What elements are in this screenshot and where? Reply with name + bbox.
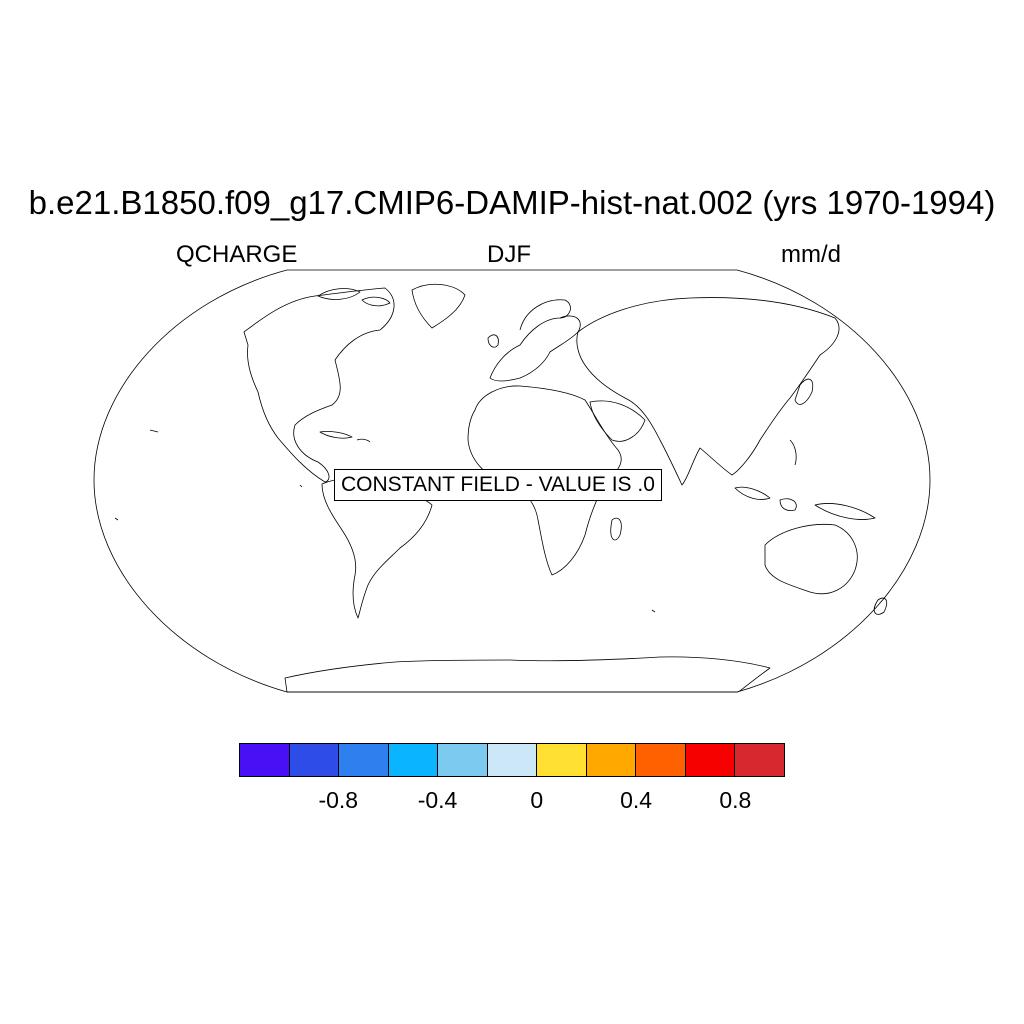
units-label: mm/d [781, 241, 841, 268]
colorbar-swatch [437, 743, 488, 777]
colorbar-tick-label: 0.8 [719, 787, 752, 813]
variable-label: QCHARGE [176, 241, 298, 268]
colorbar-tick-label: 0.4 [620, 787, 653, 813]
colorbar-swatch [684, 743, 736, 777]
season-label: DJF [487, 241, 531, 268]
colorbar-tick-label: 0 [530, 787, 544, 813]
colorbar [239, 743, 786, 777]
constant-field-message: CONSTANT FIELD - VALUE IS .0 [334, 469, 662, 501]
coastlines [114, 283, 887, 693]
colorbar-swatch [585, 743, 637, 777]
colorbar-swatch [536, 743, 587, 777]
plot-title: b.e21.B1850.f09_g17.CMIP6-DAMIP-hist-nat… [28, 184, 996, 221]
colorbar-tick-label: -0.8 [318, 787, 359, 813]
colorbar-swatch [486, 743, 538, 777]
colorbar-swatch [734, 743, 786, 777]
colorbar-tick-label: -0.4 [417, 787, 458, 813]
colorbar-swatch [635, 743, 686, 777]
colorbar-swatch [338, 743, 389, 777]
colorbar-swatch [288, 743, 340, 777]
colorbar-swatch [387, 743, 439, 777]
colorbar-swatch [239, 743, 290, 777]
